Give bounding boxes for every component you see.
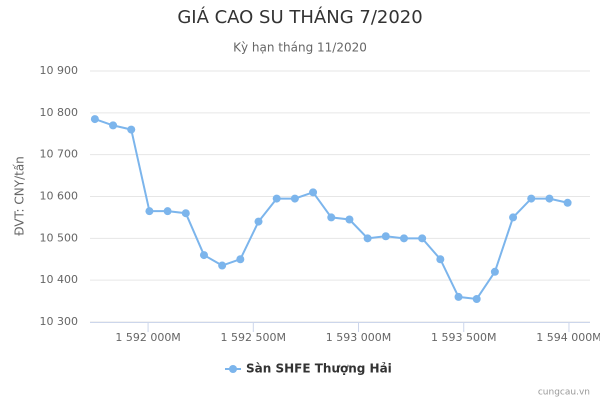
- x-tick-label: 1 593 500M: [431, 331, 496, 344]
- credit: cungcau.vn: [538, 388, 590, 398]
- data-point: [490, 267, 499, 276]
- legend-symbol: [229, 365, 237, 373]
- data-point: [309, 188, 318, 197]
- data-point: [436, 255, 445, 264]
- data-point: [472, 294, 481, 303]
- chart-subtitle: Kỳ hạn tháng 11/2020: [233, 41, 367, 55]
- data-point: [254, 217, 263, 226]
- x-tick-label: 1 594 000M: [536, 331, 600, 344]
- y-tick-label: 10 300: [40, 315, 79, 328]
- data-point: [509, 213, 518, 222]
- data-point: [527, 194, 536, 203]
- y-tick-label: 10 700: [40, 148, 79, 161]
- x-tick-label: 1 593 000M: [326, 331, 391, 344]
- data-point: [109, 121, 118, 130]
- y-tick-label: 10 900: [40, 64, 79, 77]
- data-point: [163, 207, 172, 216]
- data-point: [290, 194, 299, 203]
- legend-item[interactable]: Sàn SHFE Thượng Hải: [225, 362, 392, 376]
- data-point: [363, 234, 372, 243]
- y-tick-label: 10 500: [40, 231, 79, 244]
- data-point: [127, 125, 136, 134]
- data-point: [545, 194, 554, 203]
- legend-label: Sàn SHFE Thượng Hải: [246, 362, 392, 376]
- data-point: [399, 234, 408, 243]
- y-tick-label: 10 600: [40, 190, 79, 203]
- data-point: [90, 115, 99, 124]
- x-tick-label: 1 592 500M: [221, 331, 286, 344]
- y-tick-label: 10 800: [40, 106, 79, 119]
- chart-title: GIÁ CAO SU THÁNG 7/2020: [177, 6, 422, 28]
- data-point: [381, 232, 390, 241]
- data-point: [327, 213, 336, 222]
- data-point: [418, 234, 427, 243]
- y-axis-title: ĐVT: CNY/tấn: [13, 156, 27, 236]
- data-point: [236, 255, 245, 264]
- data-point: [199, 251, 208, 260]
- data-point: [218, 261, 227, 270]
- data-point: [181, 209, 190, 218]
- data-point: [272, 194, 281, 203]
- data-point: [145, 207, 154, 216]
- data-point: [454, 292, 463, 301]
- data-point: [563, 198, 572, 207]
- y-tick-label: 10 400: [40, 273, 79, 286]
- x-tick-label: 1 592 000M: [115, 331, 180, 344]
- data-point: [345, 215, 354, 224]
